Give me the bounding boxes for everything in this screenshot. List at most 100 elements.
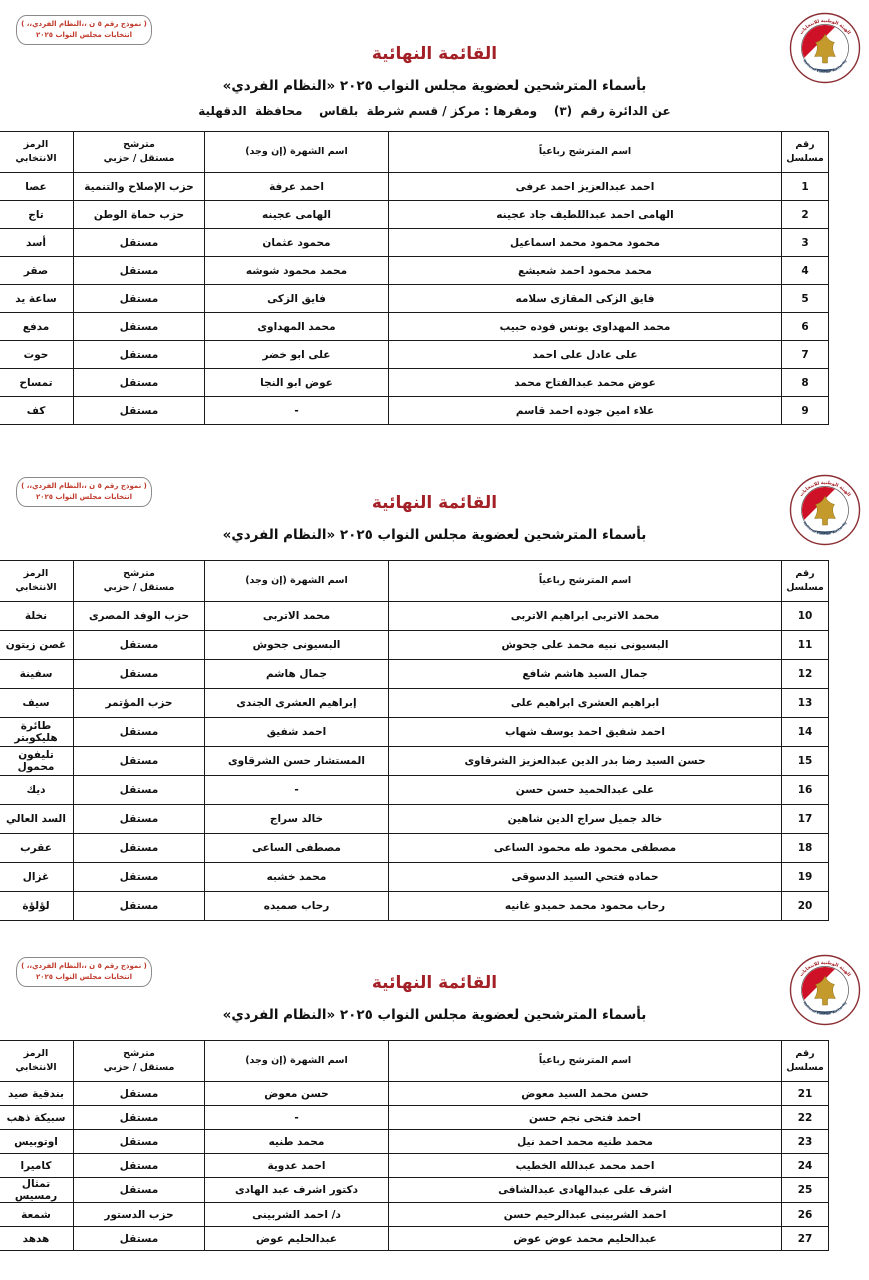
cell-name: محمد المهداوى يونس فوده حبيب xyxy=(388,312,782,341)
cell-name: ابراهيم العشرى ابراهيم على xyxy=(388,688,782,718)
candidates-table: رقم مسلسل اسم المترشح رباعياً اسم الشهرة… xyxy=(0,1040,829,1251)
cell-party: مستقل xyxy=(73,630,205,660)
cell-name: رحاب محمود محمد حميدو غانيه xyxy=(388,891,782,921)
candidate-row: 22 احمد فتحى نجم حسن - مستقل سبيكة ذهب xyxy=(0,1105,829,1130)
cell-name: احمد فتحى نجم حسن xyxy=(388,1105,782,1130)
cell-famous: احمد عرفة xyxy=(204,172,389,201)
header-candidate-full-name: اسم المترشح رباعياً xyxy=(388,560,782,602)
cell-symbol: السد العالي xyxy=(0,804,74,834)
table-body: 1 احمد عبدالعزيز احمد عرفى احمد عرفة حزب ال… xyxy=(0,172,829,425)
candidate-row: 23 محمد طنيه محمد احمد نيل محمد طنيه مستقل ا… xyxy=(0,1129,829,1154)
cell-party: مستقل xyxy=(73,340,205,369)
cell-famous: محمد المهداوى xyxy=(204,312,389,341)
table-header-row: رقم مسلسل اسم المترشح رباعياً اسم الشهرة… xyxy=(0,1040,829,1082)
cell-name: حماده فتحي السيد الدسوقى xyxy=(388,862,782,892)
header-serial-number: رقم مسلسل xyxy=(781,1040,829,1082)
cell-symbol: هدهد xyxy=(0,1226,74,1251)
candidate-row: 24 احمد محمد عبدالله الخطيب احمد عدوية مستق… xyxy=(0,1153,829,1178)
cell-famous: جمال هاشم xyxy=(204,659,389,689)
cell-party: مستقل xyxy=(73,833,205,863)
page-title: القائمة النهائية xyxy=(371,973,498,993)
cell-serial: 4 xyxy=(781,256,829,285)
header-serial-number: رقم مسلسل xyxy=(781,560,829,602)
cell-serial: 8 xyxy=(781,368,829,397)
candidate-row: 2 الهامى احمد عبداللطيف جاد عجينه الهامى ع… xyxy=(0,200,829,229)
form-number-stamp: ( نموذج رقم ٥ ن ،،النظام الفردي،، ) انتخ… xyxy=(16,477,152,508)
cell-symbol: سفينة xyxy=(0,659,74,689)
stamp-line1: ( نموذج رقم ٥ ن ،،النظام الفردي،، ) xyxy=(21,482,147,490)
candidate-row: 25 اشرف على عبدالهادى عبدالشافى دكتور اشرف… xyxy=(0,1177,829,1203)
header-electoral-symbol: الرمز الانتخابي xyxy=(0,560,74,602)
cell-serial: 3 xyxy=(781,228,829,257)
cell-name: علاء امين جوده احمد قاسم xyxy=(388,396,782,425)
cell-name: احمد عبدالعزيز احمد عرفى xyxy=(388,172,782,201)
candidate-row: 21 حسن محمد السيد معوض حسن معوض مستقل بندقية… xyxy=(0,1081,829,1106)
candidate-row: 27 عبدالحليم محمد عوض عوض عبدالحليم عوض مست… xyxy=(0,1226,829,1251)
district-line: عن الدائرة رقم (٣) ومقرها : مركز / قسم ش… xyxy=(198,104,671,118)
cell-name: احمد الشربينى عبدالرحيم حسن xyxy=(388,1202,782,1227)
cell-name: احمد شفيق احمد يوسف شهاب xyxy=(388,717,782,747)
cell-serial: 20 xyxy=(781,891,829,921)
cell-symbol: شمعة xyxy=(0,1202,74,1227)
cell-famous: احمد عدوية xyxy=(204,1153,389,1178)
cell-name: احمد محمد عبدالله الخطيب xyxy=(388,1153,782,1178)
cell-famous: عبدالحليم عوض xyxy=(204,1226,389,1251)
cell-party: مستقل xyxy=(73,804,205,834)
cell-name: عوض محمد عبدالفتاح محمد xyxy=(388,368,782,397)
candidates-table: رقم مسلسل اسم المترشح رباعياً اسم الشهرة… xyxy=(0,560,829,921)
cell-symbol: ساعة يد xyxy=(0,284,74,313)
header-candidate-full-name: اسم المترشح رباعياً xyxy=(388,1040,782,1082)
header-electoral-symbol: الرمز الانتخابي xyxy=(0,131,74,173)
cell-famous: فايق الزكى xyxy=(204,284,389,313)
cell-symbol: تمساح xyxy=(0,368,74,397)
cell-serial: 7 xyxy=(781,340,829,369)
cell-party: مستقل xyxy=(73,256,205,285)
cell-symbol: كف xyxy=(0,396,74,425)
cell-party: مستقل xyxy=(73,891,205,921)
cell-party: مستقل xyxy=(73,228,205,257)
cell-serial: 19 xyxy=(781,862,829,892)
cell-name: حسن محمد السيد معوض xyxy=(388,1081,782,1106)
header-party-affiliation: مترشح مستقل / حزبي xyxy=(73,560,205,602)
page-subtitle: بأسماء المترشحين لعضوية مجلس النواب ٢٠٢٥… xyxy=(222,1007,647,1023)
cell-party: حزب الدستور xyxy=(73,1202,205,1227)
cell-famous: رحاب صميده xyxy=(204,891,389,921)
candidate-row: 4 محمد محمود احمد شعيشع محمد محمود شوشه مست… xyxy=(0,256,829,285)
table-header-row: رقم مسلسل اسم المترشح رباعياً اسم الشهرة… xyxy=(0,131,829,173)
candidate-row: 11 البسيونى نبيه محمد على جحوش البسيونى جح… xyxy=(0,630,829,660)
cell-name: الهامى احمد عبداللطيف جاد عجينه xyxy=(388,200,782,229)
cell-serial: 22 xyxy=(781,1105,829,1130)
list-page-section: ( نموذج رقم ٥ ن ،،النظام الفردي،، ) انتخ… xyxy=(0,0,869,425)
cell-symbol: طائرة هليكوبتر xyxy=(0,717,74,747)
cell-serial: 15 xyxy=(781,746,829,776)
header-party-affiliation: مترشح مستقل / حزبي xyxy=(73,131,205,173)
cell-famous: على ابو خضر xyxy=(204,340,389,369)
cell-name: حسن السيد رضا بدر الدين عبدالعزيز الشرقا… xyxy=(388,746,782,776)
stamp-line2: انتخابات مجلس النواب ٢٠٢٥ xyxy=(35,973,133,982)
cell-name: على عبدالحميد حسن حسن xyxy=(388,775,782,805)
list-page-section: ( نموذج رقم ٥ ن ،،النظام الفردي،، ) انتخ… xyxy=(0,942,869,1251)
cell-name: محمد محمود احمد شعيشع xyxy=(388,256,782,285)
cell-symbol: مدفع xyxy=(0,312,74,341)
cell-party: مستقل xyxy=(73,1226,205,1251)
cell-party: مستقل xyxy=(73,1177,205,1203)
cell-name: محمد الاتربى ابراهيم الاتربى xyxy=(388,601,782,631)
cell-symbol: بندقية صيد xyxy=(0,1081,74,1106)
cell-symbol: نخلة xyxy=(0,601,74,631)
cell-party: مستقل xyxy=(73,717,205,747)
cell-name: محمود محمود محمد اسماعيل xyxy=(388,228,782,257)
page-subtitle: بأسماء المترشحين لعضوية مجلس النواب ٢٠٢٥… xyxy=(222,527,647,543)
cell-famous: - xyxy=(204,775,389,805)
cell-name: محمد طنيه محمد احمد نيل xyxy=(388,1129,782,1154)
header-electoral-symbol: الرمز الانتخابي xyxy=(0,1040,74,1082)
cell-party: حزب الإصلاح والتنمية xyxy=(73,172,205,201)
cell-symbol: تاج xyxy=(0,200,74,229)
cell-party: مستقل xyxy=(73,396,205,425)
cell-famous: البسيونى جحوش xyxy=(204,630,389,660)
candidate-row: 16 على عبدالحميد حسن حسن - مستقل ديك xyxy=(0,775,829,805)
cell-famous: محمود عثمان xyxy=(204,228,389,257)
cell-party: حزب حماة الوطن xyxy=(73,200,205,229)
cell-name: اشرف على عبدالهادى عبدالشافى xyxy=(388,1177,782,1203)
cell-party: مستقل xyxy=(73,312,205,341)
